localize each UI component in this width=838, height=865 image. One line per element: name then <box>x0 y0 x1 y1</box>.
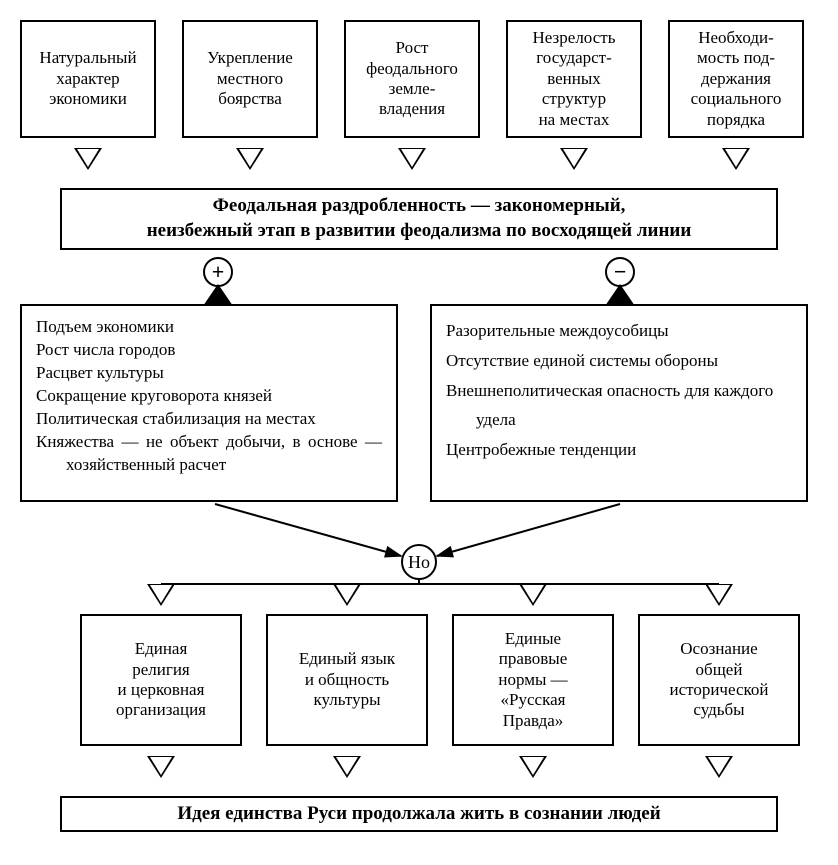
positive-item: Подъем экономики <box>36 316 382 339</box>
cause-text: Укреплениеместногобоярства <box>207 48 293 109</box>
unity-text: Единый языки общностькультуры <box>299 649 395 710</box>
minus-icon: − <box>605 257 635 287</box>
but-node: Но <box>401 544 437 580</box>
arrow-down-icon <box>705 584 733 606</box>
conclusion-text: Идея единства Руси продолжала жить в соз… <box>177 803 660 826</box>
unity-text: Единыеправовыенормы —«РусскаяПравда» <box>498 629 567 731</box>
arrow-up-filled-icon <box>605 284 635 306</box>
positive-item: Расцвет культуры <box>36 362 382 385</box>
arrow-down-icon <box>333 584 361 606</box>
arrow-down-icon <box>519 584 547 606</box>
arrow-down-icon <box>236 148 264 170</box>
arrow-down-icon <box>705 756 733 778</box>
negative-item: Отсутствие единой системы обороны <box>446 346 792 376</box>
arrow-up-filled-icon <box>203 284 233 306</box>
positives-box: Подъем экономики Рост числа городов Расц… <box>20 304 398 502</box>
cause-box-4: Незрелостьгосударст-венныхструктурна мес… <box>506 20 642 138</box>
cause-text: Натуральныйхарактерэкономики <box>39 48 136 109</box>
positive-item: Политическая стабилизация на мес­тах <box>36 408 382 431</box>
negative-item: Разорительные междоусобицы <box>446 316 792 346</box>
unity-box-1: Единаярелигияи церковнаяорганизация <box>80 614 242 746</box>
cause-box-5: Необходи-мость под-держаниясоциальногопо… <box>668 20 804 138</box>
arrow-down-icon <box>722 148 750 170</box>
positive-item: Княжества — не объект добычи, в основе —… <box>36 431 382 477</box>
unity-box-3: Единыеправовыенормы —«РусскаяПравда» <box>452 614 614 746</box>
unity-box-4: Осознаниеобщейисторическойсудьбы <box>638 614 800 746</box>
arrow-down-icon <box>147 756 175 778</box>
feudal-fragmentation-diagram: Натуральныйхарактерэкономики Укреплением… <box>20 20 818 845</box>
arrow-down-icon <box>519 756 547 778</box>
unity-box-2: Единый языки общностькультуры <box>266 614 428 746</box>
positive-item: Сокращение круговорота князей <box>36 385 382 408</box>
negative-item: Внешнеполитическая опасность для каждого… <box>446 376 792 436</box>
plus-icon: + <box>203 257 233 287</box>
arrow-down-icon <box>74 148 102 170</box>
central-statement: Феодальная раздробленность — закономерны… <box>60 188 778 250</box>
arrow-down-icon <box>147 584 175 606</box>
arrow-down-icon <box>398 148 426 170</box>
unity-text: Единаярелигияи церковнаяорганизация <box>116 639 206 721</box>
negative-item: Центробежные тенденции <box>446 435 792 465</box>
cause-box-1: Натуральныйхарактерэкономики <box>20 20 156 138</box>
positive-item: Рост числа городов <box>36 339 382 362</box>
cause-box-2: Укреплениеместногобоярства <box>182 20 318 138</box>
cause-text: Ростфеодальногоземле-владения <box>366 38 458 120</box>
central-text: Феодальная раздробленность — закономерны… <box>147 194 692 243</box>
cause-text: Незрелостьгосударст-венныхструктурна мес… <box>533 28 616 130</box>
cause-text: Необходи-мость под-держаниясоциальногопо… <box>691 28 782 130</box>
arrow-down-icon <box>333 756 361 778</box>
arrow-down-icon <box>560 148 588 170</box>
unity-text: Осознаниеобщейисторическойсудьбы <box>669 639 768 721</box>
cause-box-3: Ростфеодальногоземле-владения <box>344 20 480 138</box>
conclusion-box: Идея единства Руси продолжала жить в соз… <box>60 796 778 832</box>
negatives-box: Разорительные междоусобицы Отсутствие ед… <box>430 304 808 502</box>
